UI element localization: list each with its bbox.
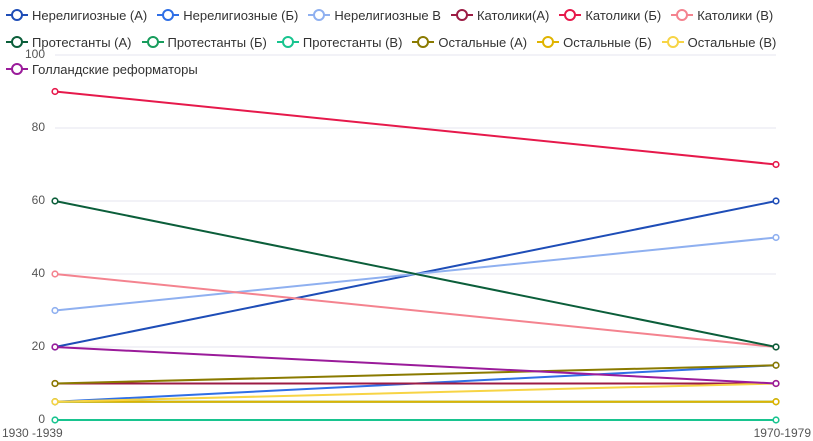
legend-circle bbox=[11, 63, 23, 75]
legend-item[interactable]: Нерелигиозные В bbox=[308, 6, 441, 24]
legend-circle bbox=[542, 36, 555, 48]
legend-marker bbox=[661, 36, 684, 48]
legend-marker bbox=[6, 9, 28, 21]
legend-label: Голландские реформаторы bbox=[32, 61, 198, 77]
legend-circle bbox=[313, 9, 326, 21]
legend-item[interactable]: Католики (Б) bbox=[559, 6, 661, 24]
legend-label: Католики (В) bbox=[697, 7, 774, 23]
series-line bbox=[54, 364, 777, 385]
legend-label: Протестанты (А) bbox=[32, 34, 132, 50]
legend-marker bbox=[537, 36, 560, 48]
legend-marker bbox=[6, 36, 28, 48]
legend: Нерелигиозные (А) Нерелигиозные (Б) Нерели… bbox=[6, 6, 806, 78]
legend-marker bbox=[559, 9, 582, 21]
legend-marker bbox=[141, 36, 164, 48]
point bbox=[772, 197, 780, 205]
legend-label: Остальные (В) bbox=[687, 34, 777, 50]
point bbox=[51, 416, 59, 424]
point bbox=[772, 343, 780, 351]
legend-circle bbox=[146, 36, 159, 48]
point bbox=[51, 343, 59, 351]
legend-item[interactable]: Протестанты (В) bbox=[276, 33, 403, 51]
legend-item[interactable]: Нерелигиозные (А) bbox=[6, 6, 147, 24]
legend-marker bbox=[450, 9, 473, 21]
legend-label: Протестанты (В) bbox=[302, 34, 403, 50]
point bbox=[772, 160, 780, 169]
legend-circle bbox=[11, 9, 23, 21]
legend-marker bbox=[308, 9, 331, 21]
legend-item[interactable]: Католики (В) bbox=[671, 6, 773, 24]
legend-circle bbox=[455, 9, 468, 21]
point bbox=[772, 416, 780, 424]
legend-label: Католики(А) bbox=[476, 7, 550, 23]
series-line bbox=[54, 273, 777, 348]
legend-item[interactable]: Протестанты (Б) bbox=[141, 33, 267, 51]
legend-circle bbox=[281, 36, 294, 48]
legend-label: Остальные (Б) bbox=[563, 34, 652, 50]
legend-circle bbox=[676, 9, 689, 21]
series-line bbox=[54, 346, 777, 385]
legend-circle bbox=[417, 36, 430, 48]
series-line bbox=[54, 200, 777, 348]
legend-label: Католики (Б) bbox=[585, 7, 662, 23]
legend-marker bbox=[671, 9, 694, 21]
legend-circle bbox=[564, 9, 577, 21]
x-tick-label: 1970-1979 bbox=[754, 426, 812, 440]
y-tick-label: 20 bbox=[32, 339, 46, 353]
legend-item[interactable]: Голландские реформаторы bbox=[6, 60, 198, 78]
legend-label: Нерелигиозные В bbox=[334, 7, 441, 23]
legend-marker bbox=[412, 36, 435, 48]
y-tick-label: 0 bbox=[38, 412, 45, 426]
y-tick-label: 100 bbox=[25, 47, 45, 61]
point bbox=[772, 233, 780, 242]
point bbox=[772, 379, 780, 388]
x-tick-label: 1930 -1939 bbox=[2, 426, 63, 440]
legend-label: Нерелигиозные (А) bbox=[32, 7, 148, 23]
y-tick-label: 40 bbox=[32, 266, 46, 280]
legend-circle bbox=[162, 9, 175, 21]
y-tick-label: 80 bbox=[32, 120, 46, 134]
legend-label: Нерелигиозные (Б) bbox=[183, 7, 299, 23]
legend-item[interactable]: Католики(А) bbox=[450, 6, 550, 24]
legend-marker bbox=[276, 36, 299, 48]
point bbox=[51, 398, 59, 406]
point bbox=[51, 270, 59, 278]
legend-item[interactable]: Остальные (А) bbox=[412, 33, 527, 51]
legend-item[interactable]: Остальные (Б) bbox=[537, 33, 652, 51]
legend-item[interactable]: Нерелигиозные (Б) bbox=[157, 6, 298, 24]
legend-label: Остальные (А) bbox=[438, 34, 528, 50]
legend-marker bbox=[6, 63, 28, 75]
point bbox=[51, 197, 59, 205]
point bbox=[772, 398, 780, 406]
legend-marker bbox=[157, 9, 180, 21]
point bbox=[51, 87, 59, 96]
legend-circle bbox=[11, 36, 23, 48]
legend-label: Протестанты (Б) bbox=[167, 34, 267, 50]
legend-item[interactable]: Протестанты (А) bbox=[6, 33, 132, 51]
y-tick-label: 60 bbox=[32, 193, 46, 207]
series-line bbox=[54, 90, 777, 166]
point bbox=[51, 379, 59, 388]
point bbox=[51, 306, 59, 315]
legend-circle bbox=[666, 36, 679, 48]
series-line bbox=[54, 382, 777, 403]
point bbox=[772, 361, 780, 369]
legend-item[interactable]: Остальные (В) bbox=[661, 33, 777, 51]
